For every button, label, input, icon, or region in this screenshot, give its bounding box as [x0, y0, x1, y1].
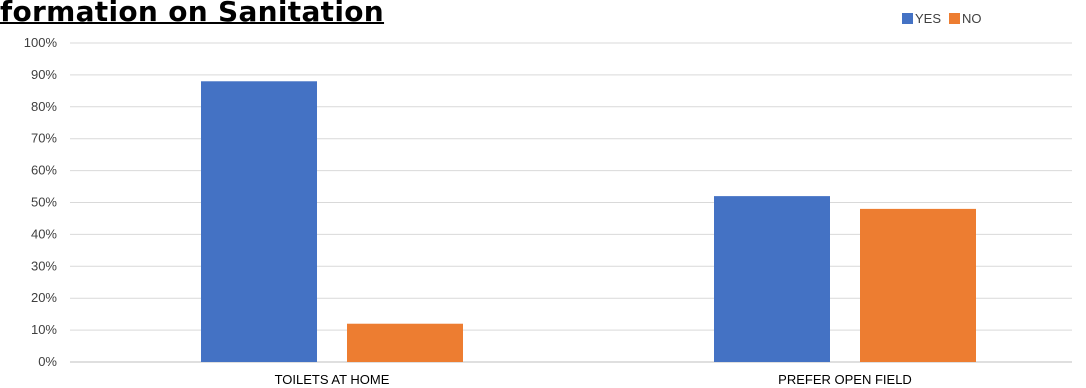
- bars: [201, 81, 976, 362]
- y-tick-label: 40%: [31, 226, 57, 241]
- y-tick-label: 100%: [24, 35, 58, 50]
- y-tick-label: 70%: [31, 131, 57, 146]
- legend-item-yes: YES: [902, 11, 941, 26]
- y-tick-label: 0%: [38, 354, 57, 369]
- chart-title: formation on Sanitation: [0, 0, 385, 28]
- legend-label-no: NO: [962, 11, 982, 26]
- legend-label-yes: YES: [915, 11, 942, 26]
- legend: YES NO: [902, 11, 990, 26]
- y-tick-label: 10%: [31, 322, 57, 337]
- x-axis-categories: TOILETS AT HOME PREFER OPEN FIELD: [275, 372, 912, 387]
- bar-yes-1: [201, 81, 317, 362]
- bar-no-1: [347, 323, 463, 362]
- legend-item-no: NO: [949, 11, 982, 26]
- legend-swatch-no: [949, 13, 961, 24]
- y-tick-label: 30%: [31, 258, 57, 273]
- y-axis-ticks: 0% 10% 20% 30% 40% 50% 60% 70% 80% 90% 100%: [24, 35, 58, 369]
- y-tick-label: 90%: [31, 67, 57, 82]
- y-tick-label: 60%: [31, 163, 57, 178]
- x-category-label: PREFER OPEN FIELD: [778, 372, 912, 387]
- bar-no-2: [860, 208, 976, 362]
- bar-yes-2: [714, 196, 830, 362]
- legend-swatch-yes: [902, 13, 913, 24]
- y-tick-label: 80%: [31, 99, 57, 114]
- x-category-label: TOILETS AT HOME: [275, 372, 390, 387]
- y-tick-label: 20%: [31, 290, 57, 305]
- y-tick-label: 50%: [31, 195, 57, 210]
